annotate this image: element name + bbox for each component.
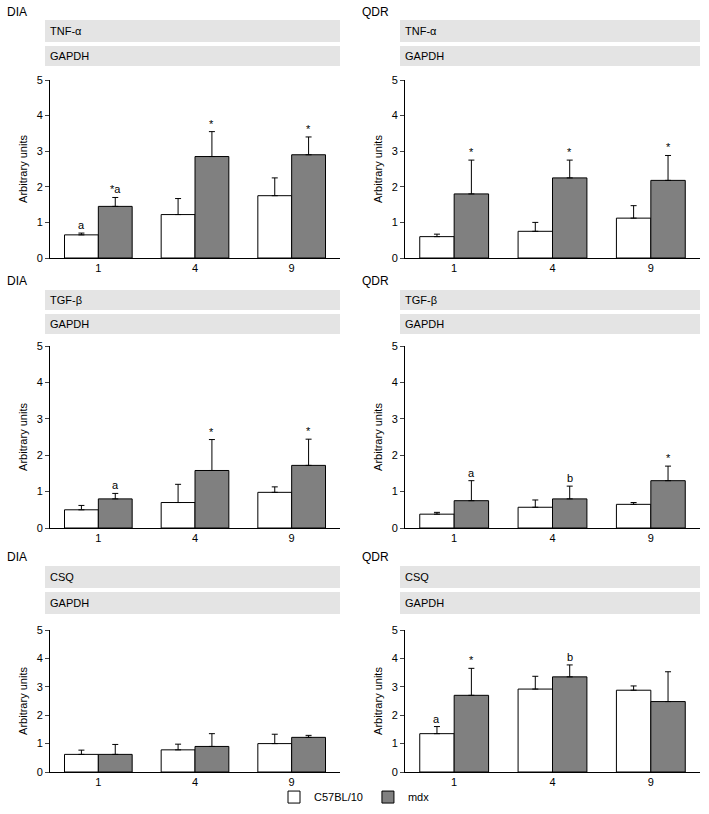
svg-text:3: 3 — [392, 413, 398, 425]
svg-text:0: 0 — [37, 522, 43, 534]
svg-text:4: 4 — [549, 262, 555, 274]
svg-text:TGF-β: TGF-β — [405, 294, 437, 306]
svg-text:5: 5 — [392, 624, 398, 636]
svg-text:GAPDH: GAPDH — [50, 597, 89, 609]
svg-text:1: 1 — [392, 216, 398, 228]
svg-text:5: 5 — [392, 74, 398, 86]
svg-text:2: 2 — [392, 181, 398, 193]
svg-text:5: 5 — [37, 74, 43, 86]
svg-text:9: 9 — [648, 776, 654, 788]
svg-text:9: 9 — [648, 532, 654, 544]
svg-text:*a: *a — [110, 183, 121, 195]
svg-text:2: 2 — [37, 449, 43, 461]
svg-text:GAPDH: GAPDH — [405, 318, 444, 330]
svg-text:DIA: DIA — [7, 5, 27, 19]
svg-text:0: 0 — [392, 252, 398, 264]
svg-text:3: 3 — [37, 681, 43, 693]
svg-text:4: 4 — [549, 776, 555, 788]
svg-text:TNF-α: TNF-α — [405, 25, 437, 37]
svg-text:1: 1 — [37, 737, 43, 749]
svg-text:QDR: QDR — [362, 5, 389, 19]
svg-text:a: a — [433, 713, 440, 725]
svg-text:a: a — [112, 479, 119, 491]
svg-text:4: 4 — [392, 376, 398, 388]
svg-text:DIA: DIA — [7, 274, 27, 288]
svg-text:0: 0 — [392, 522, 398, 534]
svg-text:1: 1 — [37, 485, 43, 497]
svg-text:0: 0 — [392, 766, 398, 778]
svg-text:3: 3 — [392, 681, 398, 693]
svg-text:CSQ: CSQ — [50, 571, 74, 583]
svg-text:Arbitrary units: Arbitrary units — [372, 135, 384, 203]
svg-text:0: 0 — [37, 252, 43, 264]
svg-text:Arbitrary units: Arbitrary units — [17, 135, 29, 203]
svg-text:0: 0 — [37, 766, 43, 778]
svg-text:b: b — [567, 651, 573, 663]
svg-text:GAPDH: GAPDH — [50, 50, 89, 62]
svg-text:Arbitrary units: Arbitrary units — [17, 667, 29, 735]
svg-text:TGF-β: TGF-β — [50, 294, 82, 306]
svg-text:5: 5 — [392, 340, 398, 352]
svg-text:*: * — [209, 118, 214, 130]
svg-text:3: 3 — [37, 413, 43, 425]
svg-text:4: 4 — [192, 262, 198, 274]
svg-text:GAPDH: GAPDH — [405, 597, 444, 609]
svg-text:QDR: QDR — [362, 550, 389, 564]
svg-text:2: 2 — [392, 709, 398, 721]
svg-text:3: 3 — [37, 145, 43, 157]
svg-text:Arbitrary units: Arbitrary units — [17, 403, 29, 471]
svg-text:4: 4 — [37, 376, 43, 388]
svg-text:*: * — [469, 146, 474, 158]
svg-text:b: b — [567, 472, 573, 484]
svg-text:1: 1 — [95, 776, 101, 788]
svg-text:GAPDH: GAPDH — [50, 318, 89, 330]
svg-text:5: 5 — [37, 340, 43, 352]
svg-text:1: 1 — [451, 776, 457, 788]
svg-text:*: * — [567, 146, 572, 158]
svg-text:1: 1 — [451, 532, 457, 544]
svg-text:1: 1 — [37, 216, 43, 228]
svg-text:Arbitrary units: Arbitrary units — [372, 667, 384, 735]
svg-text:a: a — [78, 219, 85, 231]
svg-text:*: * — [666, 452, 671, 464]
svg-text:TNF-α: TNF-α — [50, 25, 82, 37]
svg-text:1: 1 — [392, 737, 398, 749]
svg-text:*: * — [306, 123, 311, 135]
svg-text:GAPDH: GAPDH — [405, 50, 444, 62]
svg-text:3: 3 — [392, 145, 398, 157]
svg-text:2: 2 — [392, 449, 398, 461]
svg-text:C57BL/10: C57BL/10 — [314, 791, 363, 803]
svg-text:CSQ: CSQ — [405, 571, 429, 583]
svg-text:QDR: QDR — [362, 274, 389, 288]
svg-text:a: a — [468, 467, 475, 479]
svg-text:*: * — [306, 425, 311, 437]
svg-text:4: 4 — [37, 652, 43, 664]
svg-text:2: 2 — [37, 709, 43, 721]
svg-text:Arbitrary units: Arbitrary units — [372, 403, 384, 471]
svg-text:DIA: DIA — [7, 550, 27, 564]
svg-text:1: 1 — [95, 532, 101, 544]
svg-text:4: 4 — [192, 776, 198, 788]
svg-text:1: 1 — [95, 262, 101, 274]
svg-text:9: 9 — [289, 262, 295, 274]
svg-text:1: 1 — [451, 262, 457, 274]
svg-text:2: 2 — [37, 181, 43, 193]
svg-text:*: * — [469, 654, 474, 666]
svg-text:4: 4 — [549, 532, 555, 544]
svg-text:mdx: mdx — [408, 791, 429, 803]
svg-text:9: 9 — [289, 532, 295, 544]
svg-text:*: * — [209, 426, 214, 438]
svg-text:1: 1 — [392, 485, 398, 497]
svg-text:9: 9 — [289, 776, 295, 788]
svg-text:4: 4 — [392, 652, 398, 664]
svg-text:4: 4 — [192, 532, 198, 544]
svg-text:*: * — [666, 141, 671, 153]
svg-text:5: 5 — [37, 624, 43, 636]
svg-text:4: 4 — [392, 109, 398, 121]
svg-text:4: 4 — [37, 109, 43, 121]
svg-text:9: 9 — [648, 262, 654, 274]
